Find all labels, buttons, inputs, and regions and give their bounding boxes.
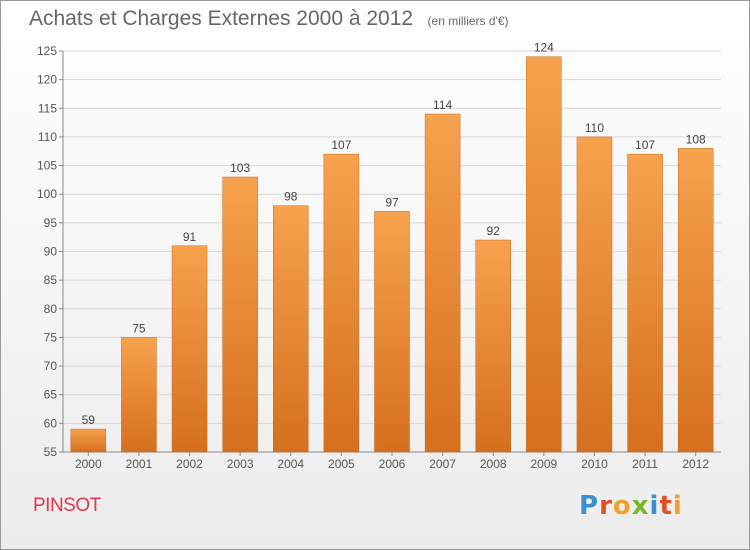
value-label-2011: 107: [635, 138, 655, 152]
chart-subtitle: (en milliers d'€): [427, 14, 509, 28]
value-label-2002: 91: [183, 230, 197, 244]
logo-letter: P: [579, 491, 600, 521]
data-labels: 59 75 91 103 98 107 97 114 92 124 110 107 108: [82, 41, 706, 427]
bar-2009: [526, 56, 562, 453]
value-label-2010: 110: [585, 121, 604, 135]
y-tick-label: 120: [37, 73, 57, 87]
x-tick-label-2008: 2008: [480, 457, 507, 471]
bar-2005: [323, 153, 360, 453]
bar-2001: [121, 337, 157, 453]
x-tick-label-2002: 2002: [176, 457, 203, 471]
logo-letter: i: [672, 491, 683, 521]
logo-letter: r: [599, 491, 613, 521]
value-label-2009: 124: [534, 41, 554, 55]
x-tick-label-2006: 2006: [379, 457, 406, 471]
y-tick-label: 80: [44, 302, 58, 316]
bar-2010: [576, 136, 613, 453]
value-label-2008: 92: [487, 224, 501, 238]
y-tick-label: 75: [44, 330, 58, 344]
bar-2002: [171, 245, 208, 453]
x-tick-label-2011: 2011: [632, 457, 658, 471]
bar-2004: [273, 205, 309, 453]
x-tick-label-2012: 2012: [682, 457, 709, 471]
value-label-2012: 108: [686, 132, 706, 146]
y-tick-label: 95: [44, 216, 58, 230]
y-tick-label: 85: [44, 273, 58, 287]
logo-letter: x: [631, 491, 650, 521]
y-tick-label: 125: [37, 44, 57, 58]
x-tick-label-2004: 2004: [277, 457, 304, 471]
x-tick-label-2000: 2000: [75, 457, 102, 471]
y-tick-label: 90: [44, 245, 58, 259]
value-label-2003: 103: [230, 161, 250, 175]
y-tick-label: 115: [38, 101, 57, 115]
y-tick-label: 70: [44, 359, 58, 373]
y-tick-label: 55: [44, 445, 58, 459]
bar-2012: [677, 148, 714, 453]
y-tick-label: 105: [37, 159, 57, 173]
bar-2008: [475, 239, 511, 453]
x-tick-label-2003: 2003: [227, 457, 254, 471]
value-label-2005: 107: [331, 138, 351, 152]
bar-2000: [70, 428, 107, 453]
bar-2003: [222, 176, 258, 453]
bar-2006: [374, 211, 410, 453]
value-label-2001: 75: [132, 321, 146, 335]
bar-2011: [627, 153, 663, 453]
y-tick-label: 110: [38, 130, 57, 144]
x-tick-label-2009: 2009: [530, 457, 557, 471]
y-tick-label: 60: [44, 416, 58, 430]
title-row: Achats et Charges Externes 2000 à 2012 (…: [29, 7, 509, 37]
x-tick-label-2005: 2005: [328, 457, 355, 471]
logo-letter: t: [659, 491, 673, 521]
value-label-2007: 114: [433, 98, 452, 112]
x-tick-label-2010: 2010: [581, 457, 608, 471]
value-label-2006: 97: [385, 195, 399, 209]
x-tick-label-2007: 2007: [429, 457, 456, 471]
bar-2007: [424, 113, 461, 453]
commune-name: PINSOT: [33, 495, 101, 516]
proxiti-logo: Proxiti: [579, 491, 683, 521]
logo-letter: o: [612, 491, 632, 521]
chart-title: Achats et Charges Externes 2000 à 2012: [29, 7, 414, 30]
bar-chart: 55 60 65 70 75 80 85 90 95 100 105 110 115 120 125 2000…: [37, 41, 721, 471]
y-tick-label: 65: [44, 388, 58, 402]
logo-letter: i: [649, 491, 660, 521]
value-label-2004: 98: [284, 190, 298, 204]
y-tick-label: 100: [37, 187, 57, 201]
value-label-2000: 59: [82, 413, 96, 427]
x-tick-label-2001: 2001: [126, 457, 153, 471]
bars: [70, 56, 714, 453]
